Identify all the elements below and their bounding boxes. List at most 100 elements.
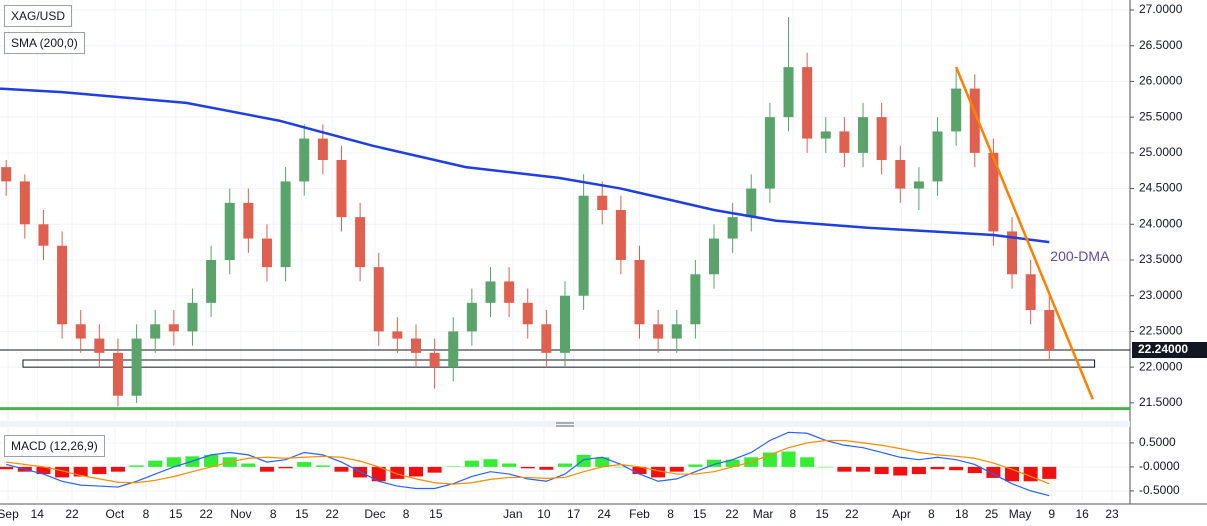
candle-body xyxy=(168,324,179,332)
y-tick-label: -0.0000 xyxy=(1139,459,1180,473)
candle-body xyxy=(187,302,198,332)
histogram-bar xyxy=(297,462,312,467)
x-tick-label: Oct xyxy=(106,507,125,521)
candle-body xyxy=(560,295,570,353)
candle-body xyxy=(280,181,291,268)
candle-body xyxy=(504,281,515,303)
x-tick-label: 8 xyxy=(403,507,410,521)
histogram-bar xyxy=(1042,466,1057,479)
y-tick-label: 0.5000 xyxy=(1139,435,1176,449)
x-tick-label: 8 xyxy=(667,507,674,521)
x-tick-label: 16 xyxy=(1076,507,1090,521)
y-tick-label: 24.0000 xyxy=(1139,216,1183,230)
histogram-bar xyxy=(148,460,163,467)
x-tick-label: Dec xyxy=(364,507,385,521)
candle-body xyxy=(299,138,310,182)
histogram-bar xyxy=(0,466,14,470)
histogram-bar xyxy=(408,466,423,477)
histogram-bar xyxy=(483,459,498,467)
x-tick-label: Apr xyxy=(892,507,911,521)
histogram-bar xyxy=(539,466,554,470)
x-tick-label: 18 xyxy=(955,507,969,521)
candle-body xyxy=(1007,231,1018,275)
support-zone xyxy=(22,359,1096,368)
x-tick-label: 8 xyxy=(143,507,150,521)
histogram-bar xyxy=(576,454,591,467)
candle-body xyxy=(727,217,738,239)
candle-body xyxy=(485,281,496,303)
x-tick-label: 8 xyxy=(790,507,797,521)
histogram-bar xyxy=(427,466,442,473)
symbol-label: XAG/USD xyxy=(4,5,73,27)
candle-body xyxy=(57,245,68,325)
x-tick-label: 22 xyxy=(845,507,859,521)
histogram-bar xyxy=(502,463,517,467)
histogram-bar xyxy=(800,457,815,467)
histogram-bar xyxy=(818,466,833,468)
candle-body xyxy=(839,131,850,153)
candle-body xyxy=(820,131,831,139)
x-tick-label: Nov xyxy=(230,507,251,521)
candle-body xyxy=(336,160,347,218)
histogram-bar xyxy=(595,457,610,467)
x-tick-label: 22 xyxy=(725,507,739,521)
indicator-label: SMA (200,0) xyxy=(4,32,85,54)
candle-body xyxy=(38,224,49,246)
last-price-box xyxy=(1132,342,1207,358)
histogram-bar xyxy=(986,466,1001,478)
histogram-bar xyxy=(390,466,405,479)
histogram-bar xyxy=(36,466,51,475)
candle-body xyxy=(615,210,626,260)
candle-body xyxy=(448,331,459,368)
candle-body xyxy=(988,152,999,232)
histogram-bar xyxy=(688,464,703,467)
x-tick-label: 22 xyxy=(325,507,339,521)
y-tick-label: -0.5000 xyxy=(1139,483,1180,497)
candle-body xyxy=(261,238,272,268)
candle-body xyxy=(802,67,813,139)
candle-body xyxy=(597,195,608,210)
histogram-bar xyxy=(241,463,256,467)
histogram-bar xyxy=(334,466,349,472)
histogram-bar xyxy=(911,466,926,475)
macd-label: MACD (12,26,9) xyxy=(4,435,105,457)
candle-body xyxy=(410,338,421,353)
histogram-bar xyxy=(651,466,666,478)
x-tick-label: Jan xyxy=(503,507,522,521)
candle-body xyxy=(951,88,962,132)
candle-body xyxy=(876,117,887,160)
y-tick-label: 22.5000 xyxy=(1139,324,1183,338)
histogram-bar xyxy=(707,459,722,467)
histogram-bar xyxy=(92,466,107,475)
candle-body xyxy=(1,167,12,182)
candle-body xyxy=(671,324,682,339)
candle-body xyxy=(19,181,30,225)
x-tick-label: 15 xyxy=(429,507,443,521)
histogram-bar xyxy=(464,460,479,467)
histogram-bar xyxy=(725,459,740,467)
candle-body xyxy=(709,238,720,275)
candle-body xyxy=(392,331,403,339)
y-tick-label: 25.5000 xyxy=(1139,109,1183,123)
candle-body xyxy=(578,195,589,296)
y-tick-label: 26.5000 xyxy=(1139,38,1183,52)
macd-line xyxy=(6,431,1050,497)
sma-line xyxy=(0,87,1050,244)
x-tick-label: 15 xyxy=(693,507,707,521)
histogram-bar xyxy=(781,451,796,467)
candle-body xyxy=(243,202,254,239)
x-tick-label: 17 xyxy=(567,507,581,521)
candle-body xyxy=(94,338,105,353)
y-tick-label: 23.5000 xyxy=(1139,252,1183,266)
candle-body xyxy=(690,274,701,325)
candle-body xyxy=(969,88,980,153)
candle-body xyxy=(1044,310,1055,350)
candle-body xyxy=(206,260,217,303)
candle-body xyxy=(429,352,440,368)
candle-body xyxy=(522,302,533,325)
histogram-bar xyxy=(259,466,274,472)
x-tick-label: 8 xyxy=(270,507,277,521)
histogram-bar xyxy=(73,466,88,477)
